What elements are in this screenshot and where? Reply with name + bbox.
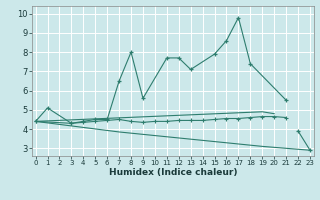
X-axis label: Humidex (Indice chaleur): Humidex (Indice chaleur) bbox=[108, 168, 237, 177]
